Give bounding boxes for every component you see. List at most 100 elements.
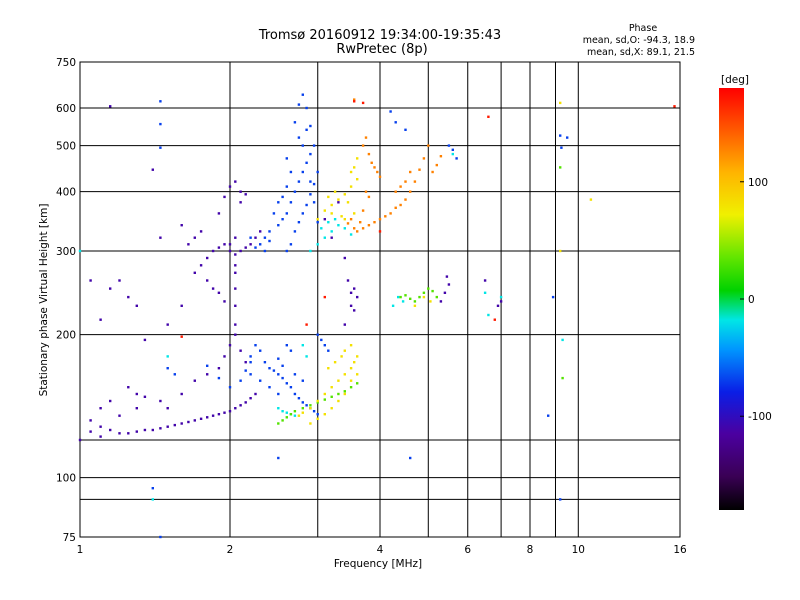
data-point: [151, 487, 154, 490]
data-point: [301, 401, 304, 404]
data-point: [234, 287, 237, 290]
data-point: [211, 249, 215, 253]
data-point: [78, 438, 82, 442]
data-point: [378, 230, 382, 233]
data-point: [228, 386, 232, 389]
data-point: [239, 190, 242, 193]
data-point: [301, 170, 304, 174]
data-point: [118, 414, 121, 417]
data-point: [199, 230, 203, 233]
data-point: [559, 166, 562, 169]
chart-subtitle: RwPretec (8p): [336, 42, 427, 57]
gridlines: [80, 62, 680, 537]
data-point: [349, 367, 353, 370]
data-point: [305, 128, 308, 131]
data-point: [254, 246, 257, 249]
data-point: [451, 152, 454, 156]
data-point: [217, 212, 221, 215]
data-point: [561, 376, 564, 380]
data-point: [493, 318, 496, 321]
data-point: [228, 243, 232, 246]
data-point: [316, 417, 319, 420]
data-point: [431, 170, 434, 174]
data-point: [409, 170, 412, 174]
data-point: [305, 323, 308, 326]
data-point: [228, 344, 232, 347]
data-point: [277, 407, 280, 410]
data-point: [327, 367, 330, 370]
data-point: [499, 295, 503, 299]
data-point: [281, 410, 284, 413]
data-point: [228, 410, 232, 413]
data-point: [277, 456, 280, 460]
data-point: [451, 148, 454, 151]
data-point: [340, 215, 343, 218]
data-point: [343, 323, 346, 326]
x-tick-label: 1: [77, 544, 84, 556]
data-point: [418, 295, 421, 299]
data-point: [327, 195, 330, 199]
data-point: [166, 323, 169, 326]
data-point: [367, 224, 371, 227]
y-tick-label: 300: [56, 246, 76, 258]
data-point: [361, 144, 365, 147]
data-point: [305, 203, 308, 207]
data-point: [159, 535, 162, 539]
data-point: [305, 106, 308, 110]
data-point: [316, 401, 319, 404]
data-point: [297, 103, 301, 106]
data-point: [206, 373, 209, 376]
data-points: [78, 93, 676, 539]
data-point: [378, 175, 382, 178]
data-point: [330, 212, 333, 215]
data-point: [561, 338, 564, 342]
data-point: [361, 227, 365, 230]
data-point: [239, 201, 242, 204]
y-tick-label: 750: [56, 57, 76, 69]
data-point: [135, 407, 138, 410]
data-point: [435, 295, 438, 299]
data-point: [356, 230, 359, 233]
chart-title: Tromsø 20160912 19:34:00-19:35:43: [258, 28, 501, 43]
data-point: [343, 349, 346, 352]
data-point: [297, 414, 301, 417]
data-point: [309, 249, 312, 253]
data-point: [109, 428, 112, 432]
data-point: [323, 218, 326, 221]
data-point: [293, 410, 297, 413]
data-point: [447, 283, 451, 286]
data-point: [166, 407, 169, 410]
data-point: [228, 249, 232, 253]
data-point: [301, 93, 304, 96]
data-point: [89, 419, 92, 422]
data-point: [281, 218, 284, 221]
data-point: [330, 230, 333, 233]
data-point: [259, 379, 262, 382]
data-point: [135, 430, 138, 433]
data-point: [349, 218, 353, 221]
data-point: [301, 344, 304, 347]
data-point: [397, 295, 400, 299]
data-point: [135, 304, 138, 307]
data-point: [333, 361, 337, 364]
plot-area: 1 2 4 6 8 10 16 75 100 200 300 400 500 600 750: [56, 57, 687, 556]
data-point: [409, 297, 412, 300]
data-point: [259, 230, 262, 233]
data-point: [401, 300, 405, 303]
data-point: [89, 430, 92, 433]
data-point: [159, 236, 162, 239]
data-point: [337, 224, 340, 227]
data-point: [353, 98, 356, 101]
y-axis-label: Stationary phase Virtual Height [km]: [38, 204, 50, 397]
data-point: [228, 185, 232, 188]
data-point: [312, 144, 316, 147]
data-point: [268, 367, 271, 370]
data-point: [234, 264, 237, 267]
data-point: [309, 407, 312, 410]
data-point: [301, 411, 304, 414]
data-point: [234, 236, 237, 239]
data-point: [455, 157, 458, 160]
data-point: [560, 146, 563, 149]
data-point: [431, 289, 434, 293]
